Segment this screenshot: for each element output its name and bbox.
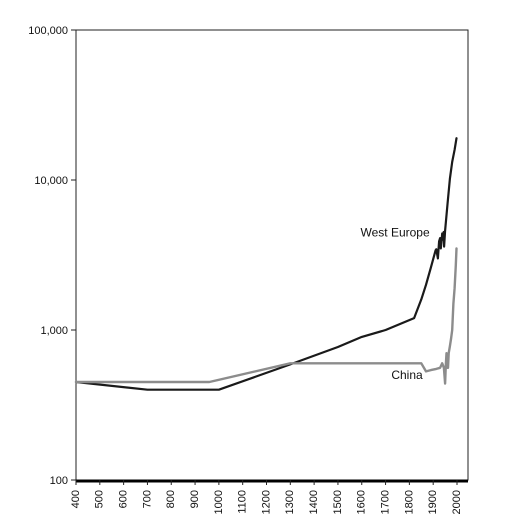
x-tick-label: 900 xyxy=(189,490,201,508)
series-line-west-europe xyxy=(74,137,458,391)
x-tick-label: 1100 xyxy=(237,490,249,514)
x-tick-label: 600 xyxy=(118,490,130,508)
x-tick-label: 1400 xyxy=(308,490,320,514)
series-line-china xyxy=(74,247,458,385)
annotation-layer: West Europe China xyxy=(361,226,430,383)
x-tick-label: 1500 xyxy=(332,490,344,514)
x-axis: 400 500 600 700 800 900 1000 1100 1200 1300 1400 15… xyxy=(70,480,463,514)
y-axis: 100 1,000 10,000 100,000 xyxy=(28,25,76,487)
plot-border xyxy=(75,29,469,481)
x-tick-label: 1800 xyxy=(403,490,415,514)
x-tick-label: 1000 xyxy=(213,490,225,514)
x-tick-label: 1300 xyxy=(284,490,296,514)
x-tick-label: 700 xyxy=(141,490,153,508)
x-tick-label: 800 xyxy=(165,490,177,508)
series-label-west-europe: West Europe xyxy=(361,226,430,240)
x-tick-label: 500 xyxy=(94,490,106,508)
x-tick-label: 1600 xyxy=(356,490,368,514)
x-tick-label: 1900 xyxy=(427,490,439,514)
y-tick-label: 100,000 xyxy=(28,25,68,37)
series-label-china: China xyxy=(391,368,423,382)
y-tick-label: 10,000 xyxy=(34,175,68,187)
plot-frame xyxy=(75,29,469,483)
y-tick-label: 100 xyxy=(50,475,68,487)
y-tick-label: 1,000 xyxy=(40,325,68,337)
series-layer xyxy=(74,137,458,391)
x-tick-label: 1200 xyxy=(260,490,272,514)
x-tick-label: 2000 xyxy=(451,490,463,514)
x-tick-label: 1700 xyxy=(379,490,391,514)
x-tick-label: 400 xyxy=(70,490,82,508)
